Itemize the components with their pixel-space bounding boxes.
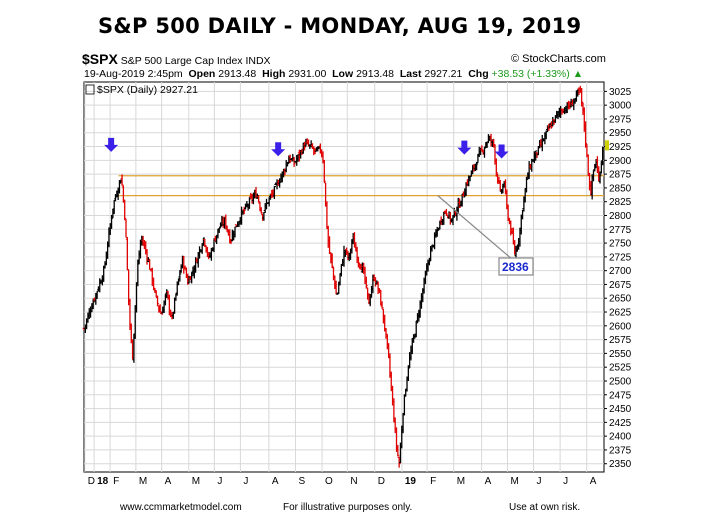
exchange: INDX xyxy=(245,55,271,67)
quote-line: 19-Aug-2019 2:45pm Open 2913.48 High 293… xyxy=(84,68,583,80)
x-tick-label: M xyxy=(139,476,147,487)
x-tick-label: F xyxy=(113,476,119,487)
x-tick-label: J xyxy=(537,476,542,487)
y-tick-label: 2575 xyxy=(609,335,632,346)
page-title: S&P 500 DAILY - MONDAY, AUG 19, 2019 xyxy=(98,14,582,38)
symbol: $SPX xyxy=(82,51,118,67)
y-tick-label: 3025 xyxy=(609,87,632,98)
y-tick-label: 2725 xyxy=(609,252,632,263)
y-tick-label: 2775 xyxy=(609,225,632,236)
quote-datetime: 19-Aug-2019 2:45pm xyxy=(84,68,183,80)
index-name: S&P 500 Large Cap Index xyxy=(120,55,243,67)
y-tick-label: 2350 xyxy=(609,459,632,470)
x-tick-label: 19 xyxy=(405,476,417,487)
watermark: © StockCharts.com xyxy=(511,53,606,65)
y-tick-label: 2675 xyxy=(609,280,632,291)
callout-line xyxy=(437,195,514,261)
y-tick-label: 2425 xyxy=(609,418,632,429)
y-tick-label: 2600 xyxy=(609,321,632,332)
y-tick-label: 2750 xyxy=(609,239,632,250)
y-tick-label: 2925 xyxy=(609,142,632,153)
y-tick-label: 2525 xyxy=(609,363,632,374)
open-value: 2913.48 xyxy=(218,68,257,80)
low-value: 2913.48 xyxy=(356,68,395,80)
x-tick-label: A xyxy=(272,476,279,487)
y-tick-label: 2950 xyxy=(609,128,632,139)
callout-box xyxy=(498,257,534,276)
y-tick-label: 2975 xyxy=(609,114,632,125)
high-label: High xyxy=(262,68,286,80)
y-tick-label: 2375 xyxy=(609,445,632,456)
chg-label: Chg xyxy=(468,68,489,80)
y-tick-label: 2900 xyxy=(609,156,632,167)
y-tick-label: 2475 xyxy=(609,390,632,401)
chg-value: +38.53 (+1.33%) xyxy=(491,68,570,80)
down-arrow-icon xyxy=(457,140,472,155)
x-tick-label: F xyxy=(430,476,436,487)
y-tick-label: 2400 xyxy=(609,432,632,443)
x-tick-label: M xyxy=(192,476,200,487)
down-arrow-icon xyxy=(494,144,509,159)
down-arrow-icon xyxy=(271,142,286,157)
footer-website: www.ccmmarketmodel.com xyxy=(120,502,242,513)
x-tick-label: D xyxy=(88,476,95,487)
last-price-marker xyxy=(605,140,609,151)
footer-disclaimer: For illustrative purposes only. xyxy=(283,502,413,513)
x-tick-label: O xyxy=(325,476,333,487)
x-tick-label: M xyxy=(510,476,518,487)
y-tick-label: 2450 xyxy=(609,404,632,415)
x-tick-label: J xyxy=(217,476,222,487)
x-tick-label: A xyxy=(485,476,492,487)
x-tick-label: N xyxy=(350,476,357,487)
chart-header: $SPX S&P 500 Large Cap Index INDX xyxy=(82,51,271,67)
up-arrow-icon: ▲ xyxy=(572,68,584,80)
last-label: Last xyxy=(399,68,422,80)
y-tick-label: 2700 xyxy=(609,266,632,277)
x-tick-label: S xyxy=(298,476,305,487)
legend-icon xyxy=(85,84,95,95)
x-tick-label: M xyxy=(457,476,465,487)
y-tick-label: 2825 xyxy=(609,197,632,208)
y-tick-label: 3000 xyxy=(609,101,632,112)
y-tick-label: 2625 xyxy=(609,308,632,319)
x-tick-label: A xyxy=(165,476,172,487)
low-label: Low xyxy=(332,68,354,80)
callout-label: 2836 xyxy=(502,260,529,274)
y-tick-label: 2875 xyxy=(609,170,632,181)
y-tick-label: 2800 xyxy=(609,211,632,222)
x-tick-label: J xyxy=(243,476,248,487)
x-tick-label: A xyxy=(590,476,597,487)
y-tick-label: 2850 xyxy=(609,183,632,194)
y-tick-label: 2500 xyxy=(609,376,632,387)
x-tick-label: D xyxy=(378,476,385,487)
y-tick-label: 2550 xyxy=(609,349,632,360)
y-tick-label: 2650 xyxy=(609,294,632,305)
x-tick-label: 18 xyxy=(97,476,109,487)
open-label: Open xyxy=(188,68,216,80)
high-value: 2931.00 xyxy=(288,68,327,80)
x-tick-label: J xyxy=(563,476,568,487)
last-value: 2927.21 xyxy=(424,68,463,80)
down-arrow-icon xyxy=(104,137,119,152)
footer-risk: Use at own risk. xyxy=(509,502,581,513)
legend-label: $SPX (Daily) 2927.21 xyxy=(97,84,198,96)
